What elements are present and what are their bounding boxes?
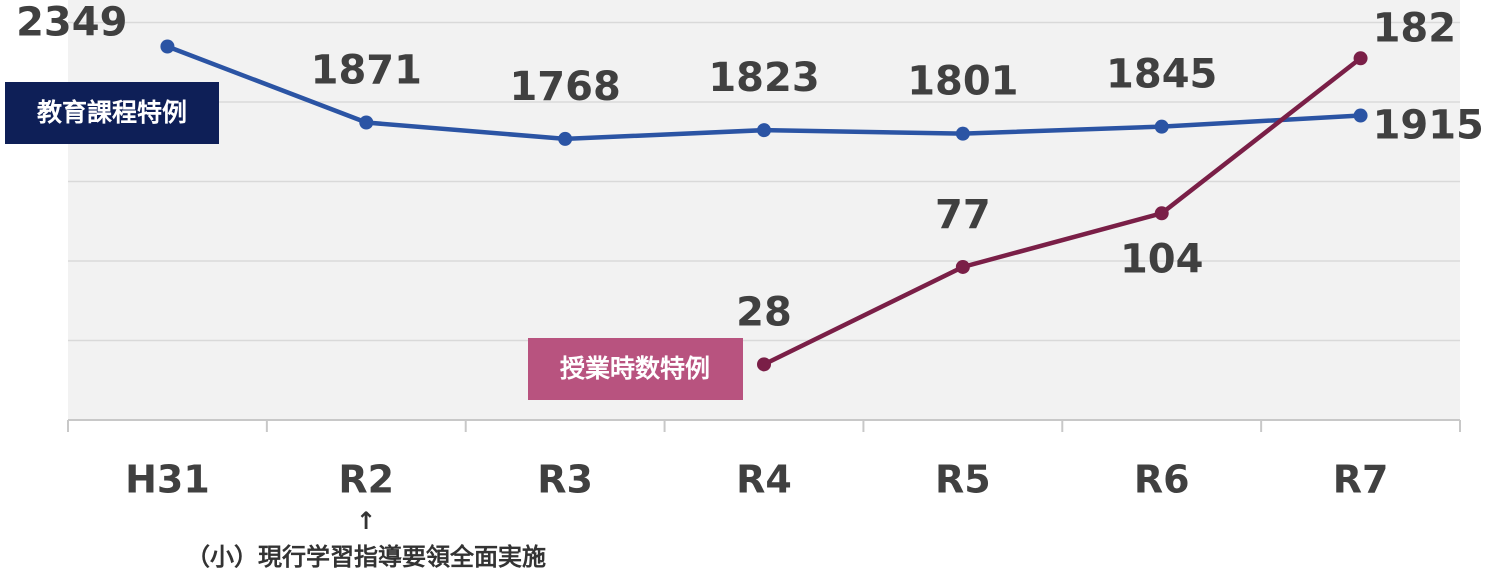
series-line <box>763 56 1362 367</box>
data-label: 2349 <box>16 0 127 46</box>
data-point <box>955 126 970 141</box>
data-label: 1768 <box>509 64 620 110</box>
data-point <box>558 131 573 146</box>
series-label: 授業時数特例 <box>560 354 710 383</box>
data-label: 1801 <box>907 59 1018 105</box>
data-point <box>359 115 374 130</box>
data-label: 104 <box>1120 236 1204 282</box>
data-label: 77 <box>935 192 991 238</box>
series-label: 教育課程特例 <box>37 98 187 127</box>
data-label: 1915 <box>1373 103 1484 149</box>
data-label: 1823 <box>708 55 819 101</box>
annotation-arrow: ↑ <box>356 507 376 535</box>
data-point <box>757 123 771 138</box>
data-label: 28 <box>736 289 792 335</box>
x-tick-label: H31 <box>125 458 210 502</box>
data-point <box>757 357 771 372</box>
x-tick-label: R4 <box>736 458 792 502</box>
data-point <box>160 39 175 54</box>
data-point <box>1154 119 1169 134</box>
annotation: （小）現行学習指導要領全面実施 <box>186 543 546 571</box>
plot-area <box>68 0 1460 420</box>
x-tick-label: R6 <box>1134 458 1190 502</box>
data-point <box>955 259 970 274</box>
x-tick-label: R3 <box>537 458 593 502</box>
x-tick-label: R2 <box>338 458 394 502</box>
series-tag <box>528 338 743 400</box>
data-point <box>1353 108 1368 123</box>
data-label: 1845 <box>1106 52 1217 98</box>
data-point <box>1353 51 1368 66</box>
x-tick-label: R5 <box>935 458 991 502</box>
x-tick-label: R7 <box>1333 458 1389 502</box>
data-label: 1871 <box>311 48 422 94</box>
series-tag <box>5 82 219 144</box>
data-label: 182 <box>1373 5 1457 51</box>
data-point <box>1154 206 1169 221</box>
